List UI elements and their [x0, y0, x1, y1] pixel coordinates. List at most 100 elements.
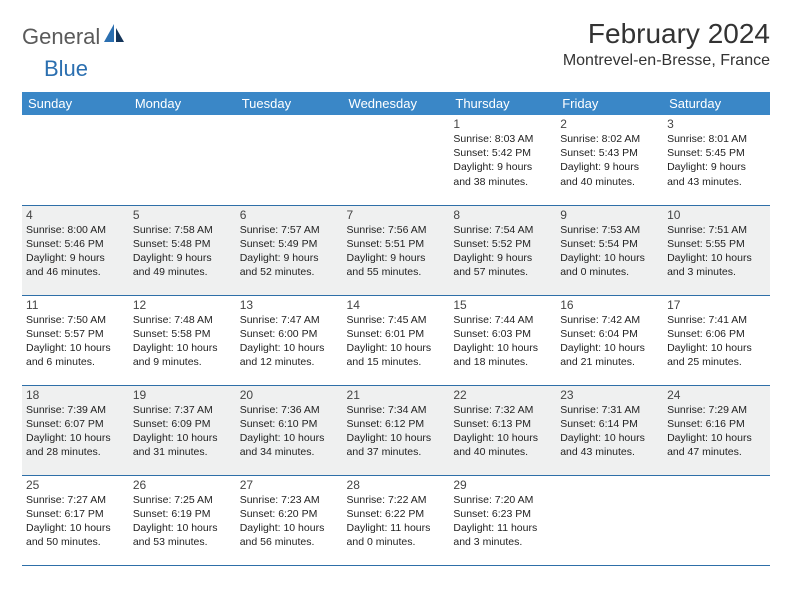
calendar-cell: 8Sunrise: 7:54 AMSunset: 5:52 PMDaylight… [449, 205, 556, 295]
calendar-cell [343, 115, 450, 205]
calendar-cell: 20Sunrise: 7:36 AMSunset: 6:10 PMDayligh… [236, 385, 343, 475]
sunrise-line: Sunrise: 7:56 AM [347, 223, 446, 237]
sunrise-line: Sunrise: 7:54 AM [453, 223, 552, 237]
daylight-line: Daylight: 10 hours and 56 minutes. [240, 521, 339, 549]
sunrise-line: Sunrise: 7:25 AM [133, 493, 232, 507]
month-title: February 2024 [563, 18, 770, 50]
daylight-line: Daylight: 10 hours and 0 minutes. [560, 251, 659, 279]
sunrise-line: Sunrise: 7:51 AM [667, 223, 766, 237]
calendar-cell: 5Sunrise: 7:58 AMSunset: 5:48 PMDaylight… [129, 205, 236, 295]
sunset-line: Sunset: 6:19 PM [133, 507, 232, 521]
daylight-line: Daylight: 9 hours and 49 minutes. [133, 251, 232, 279]
weekday-header: Sunday [22, 92, 129, 115]
weekday-header: Wednesday [343, 92, 450, 115]
logo-general: General [22, 24, 100, 50]
sunset-line: Sunset: 6:17 PM [26, 507, 125, 521]
daylight-line: Daylight: 10 hours and 43 minutes. [560, 431, 659, 459]
sunset-line: Sunset: 5:57 PM [26, 327, 125, 341]
calendar-cell: 24Sunrise: 7:29 AMSunset: 6:16 PMDayligh… [663, 385, 770, 475]
calendar-cell: 13Sunrise: 7:47 AMSunset: 6:00 PMDayligh… [236, 295, 343, 385]
calendar-cell: 18Sunrise: 7:39 AMSunset: 6:07 PMDayligh… [22, 385, 129, 475]
calendar-cell [663, 475, 770, 565]
sunrise-line: Sunrise: 7:41 AM [667, 313, 766, 327]
sunset-line: Sunset: 6:12 PM [347, 417, 446, 431]
day-number: 1 [453, 117, 552, 131]
calendar-row: 4Sunrise: 8:00 AMSunset: 5:46 PMDaylight… [22, 205, 770, 295]
day-number: 15 [453, 298, 552, 312]
day-number: 27 [240, 478, 339, 492]
sunrise-line: Sunrise: 7:29 AM [667, 403, 766, 417]
daylight-line: Daylight: 10 hours and 50 minutes. [26, 521, 125, 549]
daylight-line: Daylight: 10 hours and 53 minutes. [133, 521, 232, 549]
sunset-line: Sunset: 6:06 PM [667, 327, 766, 341]
calendar-body: 1Sunrise: 8:03 AMSunset: 5:42 PMDaylight… [22, 115, 770, 565]
sunset-line: Sunset: 5:51 PM [347, 237, 446, 251]
sunrise-line: Sunrise: 7:53 AM [560, 223, 659, 237]
day-number: 2 [560, 117, 659, 131]
sunset-line: Sunset: 6:14 PM [560, 417, 659, 431]
sunrise-line: Sunrise: 7:32 AM [453, 403, 552, 417]
daylight-line: Daylight: 9 hours and 55 minutes. [347, 251, 446, 279]
weekday-header: Monday [129, 92, 236, 115]
sunset-line: Sunset: 6:22 PM [347, 507, 446, 521]
day-number: 10 [667, 208, 766, 222]
sunrise-line: Sunrise: 7:45 AM [347, 313, 446, 327]
calendar-cell: 6Sunrise: 7:57 AMSunset: 5:49 PMDaylight… [236, 205, 343, 295]
day-number: 28 [347, 478, 446, 492]
calendar-cell: 27Sunrise: 7:23 AMSunset: 6:20 PMDayligh… [236, 475, 343, 565]
sunrise-line: Sunrise: 7:31 AM [560, 403, 659, 417]
sunrise-line: Sunrise: 7:48 AM [133, 313, 232, 327]
sunrise-line: Sunrise: 7:57 AM [240, 223, 339, 237]
sunset-line: Sunset: 5:48 PM [133, 237, 232, 251]
sunset-line: Sunset: 5:52 PM [453, 237, 552, 251]
calendar-cell: 12Sunrise: 7:48 AMSunset: 5:58 PMDayligh… [129, 295, 236, 385]
sunset-line: Sunset: 5:54 PM [560, 237, 659, 251]
calendar-cell: 1Sunrise: 8:03 AMSunset: 5:42 PMDaylight… [449, 115, 556, 205]
daylight-line: Daylight: 10 hours and 12 minutes. [240, 341, 339, 369]
sunrise-line: Sunrise: 8:03 AM [453, 132, 552, 146]
day-number: 17 [667, 298, 766, 312]
daylight-line: Daylight: 9 hours and 52 minutes. [240, 251, 339, 279]
sunrise-line: Sunrise: 7:37 AM [133, 403, 232, 417]
calendar-cell [236, 115, 343, 205]
calendar-row: 1Sunrise: 8:03 AMSunset: 5:42 PMDaylight… [22, 115, 770, 205]
daylight-line: Daylight: 9 hours and 40 minutes. [560, 160, 659, 188]
daylight-line: Daylight: 10 hours and 21 minutes. [560, 341, 659, 369]
calendar-cell: 14Sunrise: 7:45 AMSunset: 6:01 PMDayligh… [343, 295, 450, 385]
daylight-line: Daylight: 10 hours and 47 minutes. [667, 431, 766, 459]
sail-icon [104, 24, 126, 49]
daylight-line: Daylight: 11 hours and 3 minutes. [453, 521, 552, 549]
day-number: 8 [453, 208, 552, 222]
calendar-cell: 15Sunrise: 7:44 AMSunset: 6:03 PMDayligh… [449, 295, 556, 385]
daylight-line: Daylight: 10 hours and 28 minutes. [26, 431, 125, 459]
weekday-header: Tuesday [236, 92, 343, 115]
day-number: 23 [560, 388, 659, 402]
calendar-cell: 10Sunrise: 7:51 AMSunset: 5:55 PMDayligh… [663, 205, 770, 295]
calendar-row: 25Sunrise: 7:27 AMSunset: 6:17 PMDayligh… [22, 475, 770, 565]
sunrise-line: Sunrise: 7:22 AM [347, 493, 446, 507]
calendar-cell: 16Sunrise: 7:42 AMSunset: 6:04 PMDayligh… [556, 295, 663, 385]
day-number: 9 [560, 208, 659, 222]
sunrise-line: Sunrise: 7:50 AM [26, 313, 125, 327]
calendar-cell [129, 115, 236, 205]
sunset-line: Sunset: 6:23 PM [453, 507, 552, 521]
sunset-line: Sunset: 5:55 PM [667, 237, 766, 251]
sunrise-line: Sunrise: 7:58 AM [133, 223, 232, 237]
daylight-line: Daylight: 9 hours and 57 minutes. [453, 251, 552, 279]
sunset-line: Sunset: 6:01 PM [347, 327, 446, 341]
sunrise-line: Sunrise: 8:02 AM [560, 132, 659, 146]
sunrise-line: Sunrise: 7:39 AM [26, 403, 125, 417]
calendar-cell: 23Sunrise: 7:31 AMSunset: 6:14 PMDayligh… [556, 385, 663, 475]
sunrise-line: Sunrise: 7:34 AM [347, 403, 446, 417]
daylight-line: Daylight: 10 hours and 6 minutes. [26, 341, 125, 369]
day-number: 21 [347, 388, 446, 402]
day-number: 13 [240, 298, 339, 312]
weekday-header: Friday [556, 92, 663, 115]
sunrise-line: Sunrise: 7:47 AM [240, 313, 339, 327]
calendar-cell: 7Sunrise: 7:56 AMSunset: 5:51 PMDaylight… [343, 205, 450, 295]
day-number: 5 [133, 208, 232, 222]
calendar-cell: 9Sunrise: 7:53 AMSunset: 5:54 PMDaylight… [556, 205, 663, 295]
calendar-row: 18Sunrise: 7:39 AMSunset: 6:07 PMDayligh… [22, 385, 770, 475]
daylight-line: Daylight: 10 hours and 15 minutes. [347, 341, 446, 369]
daylight-line: Daylight: 9 hours and 38 minutes. [453, 160, 552, 188]
